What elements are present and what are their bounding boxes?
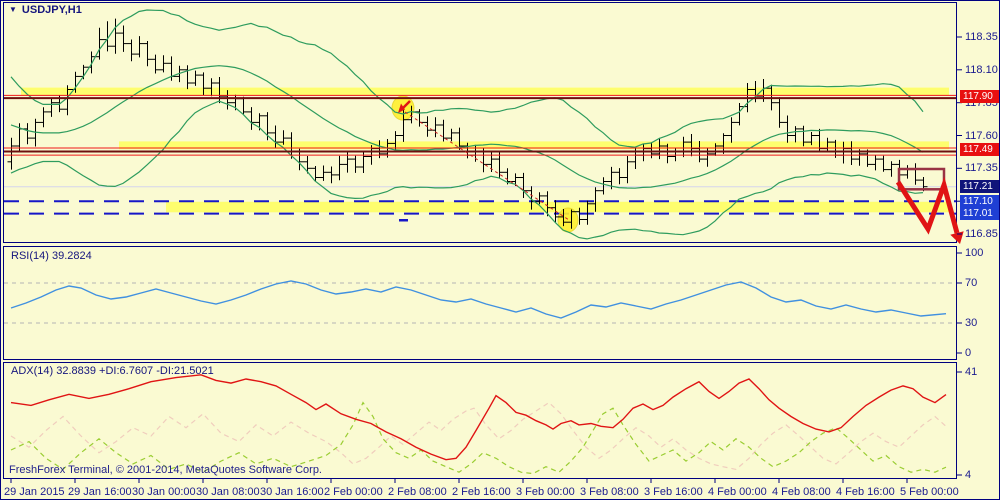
chart-canvas[interactable] bbox=[1, 1, 1000, 500]
chart-window: ▼ USDJPY,H1 RSI(14) 39.2824 ADX(14) 32.88… bbox=[0, 0, 1000, 500]
